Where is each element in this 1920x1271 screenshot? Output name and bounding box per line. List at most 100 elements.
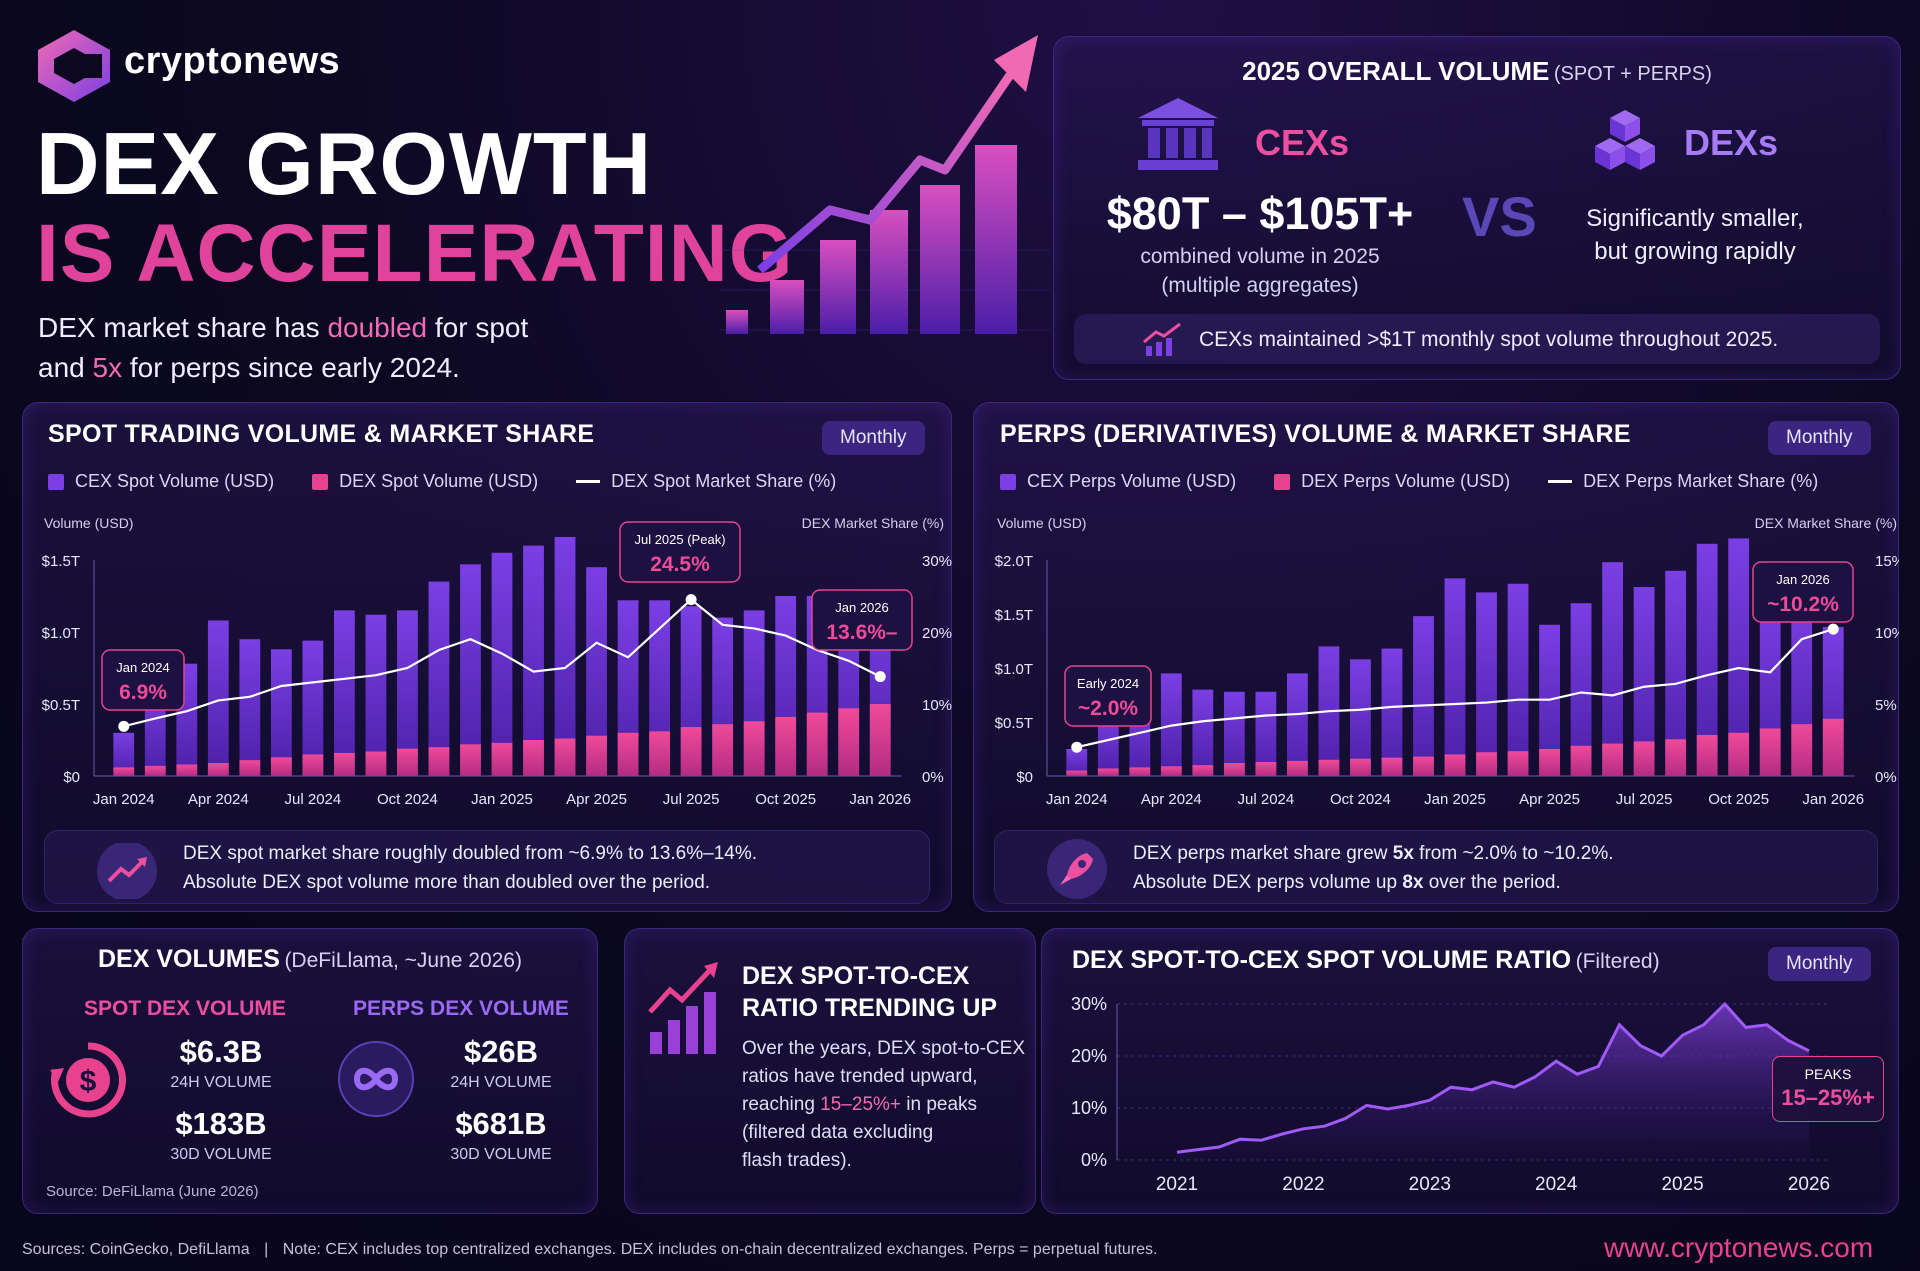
y-right-tick-label: 5% xyxy=(1875,697,1897,714)
dex-desc-1: Significantly smaller, xyxy=(1586,205,1804,232)
cex-bar xyxy=(460,564,481,776)
perps-monthly-toggle[interactable]: Monthly xyxy=(1768,421,1871,455)
dex-bar xyxy=(838,708,860,776)
dex-volumes-source: Source: DeFiLlama (June 2026) xyxy=(46,1183,259,1200)
dex-bar xyxy=(743,721,765,776)
dex-bar xyxy=(491,742,513,776)
dex-bar xyxy=(1286,760,1308,776)
dex-bar xyxy=(554,738,576,776)
share-line xyxy=(123,598,881,728)
spot-monthly-toggle[interactable]: Monthly xyxy=(822,421,925,455)
x-tick-label: Apr 2024 xyxy=(1141,791,1202,808)
dex-bar xyxy=(1444,754,1466,776)
hero-title-line2: IS ACCELERATING xyxy=(36,208,794,299)
legend-dex-perps: DEX Perps Volume (USD) xyxy=(1274,471,1510,492)
annotation-label: Jan 2026 xyxy=(1776,572,1830,587)
spot-24h-label: 24H VOLUME xyxy=(170,1074,272,1091)
y-left-tick-label: $0.5T xyxy=(42,697,80,714)
perps-note1-c: from ~2.0% to ~10.2%. xyxy=(1413,843,1614,864)
share-point xyxy=(1071,741,1083,753)
dex-bar xyxy=(365,751,387,776)
cex-bar xyxy=(1570,603,1592,776)
x-tick-label: Jan 2025 xyxy=(471,791,533,808)
y-right-tick-label: 0% xyxy=(922,769,944,786)
ratio-line xyxy=(1176,1001,1810,1154)
trend-bars-icon xyxy=(648,962,718,1054)
dex-bar xyxy=(712,724,734,776)
legend-share-perps: DEX Perps Market Share (%) xyxy=(1548,471,1818,492)
cex-bar xyxy=(1476,592,1497,776)
y-right-tick-label: 10% xyxy=(922,697,952,714)
dex-bar xyxy=(1223,763,1245,776)
x-tick-label: 2026 xyxy=(1788,1174,1830,1195)
perps-note2-a: Absolute DEX perps volume up xyxy=(1133,872,1403,893)
annotation-box xyxy=(1064,665,1152,727)
ratio-monthly-toggle[interactable]: Monthly xyxy=(1768,947,1871,981)
y-left-title: Volume (USD) xyxy=(997,515,1086,531)
trend-l3-a: reaching xyxy=(742,1094,821,1115)
cex-bar xyxy=(333,610,355,776)
trend-card xyxy=(624,928,1036,1214)
x-tick-label: Jul 2025 xyxy=(1616,791,1673,808)
x-tick-label: Jan 2026 xyxy=(849,791,911,808)
spot-note: DEX spot market share roughly doubled fr… xyxy=(44,830,930,904)
vs-label: VS xyxy=(1462,185,1537,248)
y-left-tick-label: $2.0T xyxy=(995,553,1033,570)
footer-sep: | xyxy=(264,1241,269,1258)
dex-bar xyxy=(1791,724,1813,776)
cex-bar xyxy=(1255,691,1277,776)
cex-bar xyxy=(1507,583,1529,776)
x-tick-label: Apr 2024 xyxy=(188,791,249,808)
overall-footnote-bar xyxy=(1074,314,1880,364)
chart-up-icon xyxy=(1143,322,1181,356)
cex-bar xyxy=(1696,543,1718,776)
y-left-tick-label: $0.5T xyxy=(995,715,1033,732)
x-tick-label: Oct 2025 xyxy=(755,791,816,808)
y-right-tick-label: 30% xyxy=(922,553,952,570)
annotation-box xyxy=(101,649,185,711)
x-tick-label: Jan 2024 xyxy=(93,791,155,808)
dex-bar xyxy=(1507,751,1529,776)
spot-30d-value: $183B xyxy=(175,1106,267,1141)
y-left-tick-label: $1.0T xyxy=(995,661,1033,678)
x-tick-label: Oct 2024 xyxy=(377,791,438,808)
dex-bar xyxy=(1759,728,1781,776)
trend-line-1: Over the years, DEX spot-to-CEX xyxy=(742,1038,1025,1059)
y-right-tick-label: 10% xyxy=(1875,625,1899,642)
dex-bar xyxy=(1066,770,1088,776)
perps-note-line2: Absolute DEX perps volume up 8x over the… xyxy=(1133,868,1614,897)
hero-sub-c: for spot xyxy=(427,312,529,343)
annotation-label: Jan 2024 xyxy=(116,660,170,675)
overall-footnote: CEXs maintained >$1T monthly spot volume… xyxy=(1199,328,1779,351)
annotation-value: 6.9% xyxy=(119,681,167,704)
footer-url[interactable]: www.cryptonews.com xyxy=(1604,1232,1874,1263)
hero-subtitle: DEX market share has doubled for spot an… xyxy=(38,308,758,388)
dex-bar xyxy=(113,767,135,776)
annotation-box xyxy=(619,521,741,583)
cex-bar xyxy=(1665,570,1687,776)
hero-sub-d: and xyxy=(38,352,93,383)
dex-bar xyxy=(302,754,324,776)
x-tick-label: 2022 xyxy=(1282,1174,1324,1195)
ratio-chart: 0% 10% 20% 30% 2021 2022 2023 2024 2025 2026 xyxy=(1071,994,1830,1195)
trend-body: Over the years, DEX spot-to-CEX ratios h… xyxy=(742,1035,1025,1175)
legend-dex-perps-label: DEX Perps Volume (USD) xyxy=(1301,471,1511,491)
dex-bar xyxy=(1633,741,1655,776)
spot-note-line2: Absolute DEX spot volume more than doubl… xyxy=(183,872,711,893)
dex-bar xyxy=(397,748,418,776)
peaks-value: 15–25%+ xyxy=(1781,1085,1875,1110)
dex-bar xyxy=(1129,767,1151,776)
dex-bar xyxy=(176,764,198,776)
annotation-value: ~10.2% xyxy=(1767,593,1839,616)
perps-note: DEX perps market share grew 5x from ~2.0… xyxy=(994,830,1878,904)
dex-bar xyxy=(1413,756,1434,776)
dex-bar xyxy=(1350,758,1371,776)
dex-bar xyxy=(1728,732,1750,776)
infinity-icon xyxy=(338,1041,414,1117)
annotation-label: Early 2024 xyxy=(1077,676,1139,691)
legend-cex-perps: CEX Perps Volume (USD) xyxy=(1000,471,1236,492)
y-right-title: DEX Market Share (%) xyxy=(1755,515,1897,531)
legend-cex-perps-label: CEX Perps Volume (USD) xyxy=(1027,471,1237,491)
cex-desc-1: combined volume in 2025 xyxy=(1140,245,1380,268)
x-tick-label: 2021 xyxy=(1156,1174,1198,1195)
